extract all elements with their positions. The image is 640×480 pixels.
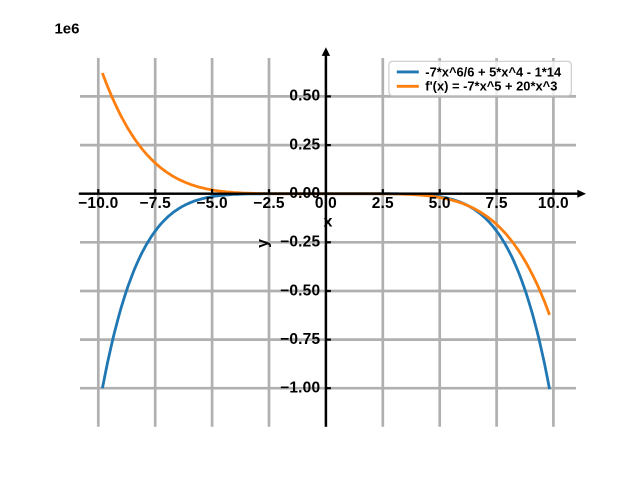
svg-text:−0.25: −0.25	[280, 234, 320, 251]
svg-text:−10.0: −10.0	[78, 195, 118, 212]
svg-text:1e6: 1e6	[54, 20, 79, 37]
svg-text:10.0: 10.0	[538, 195, 569, 212]
svg-text:y: y	[255, 239, 272, 248]
svg-text:−5.0: −5.0	[196, 195, 227, 212]
svg-text:-7*x^6/6 + 5*x^4 - 1*14: -7*x^6/6 + 5*x^4 - 1*14	[425, 64, 562, 79]
svg-text:2.5: 2.5	[372, 195, 394, 212]
svg-text:x: x	[324, 213, 333, 230]
svg-text:0.0: 0.0	[315, 195, 337, 212]
svg-text:−7.5: −7.5	[139, 195, 171, 212]
svg-text:5.0: 5.0	[429, 195, 451, 212]
svg-text:−0.50: −0.50	[280, 282, 320, 299]
svg-text:f'(x) = -7*x^5 + 20*x^3: f'(x) = -7*x^5 + 20*x^3	[425, 79, 557, 94]
svg-text:0.25: 0.25	[289, 136, 320, 153]
svg-text:7.5: 7.5	[486, 195, 508, 212]
svg-text:−1.00: −1.00	[280, 380, 320, 397]
svg-text:−2.5: −2.5	[253, 195, 285, 212]
svg-text:−0.75: −0.75	[280, 331, 320, 348]
svg-text:0.50: 0.50	[289, 88, 320, 105]
svg-text:0.00: 0.00	[289, 185, 320, 202]
